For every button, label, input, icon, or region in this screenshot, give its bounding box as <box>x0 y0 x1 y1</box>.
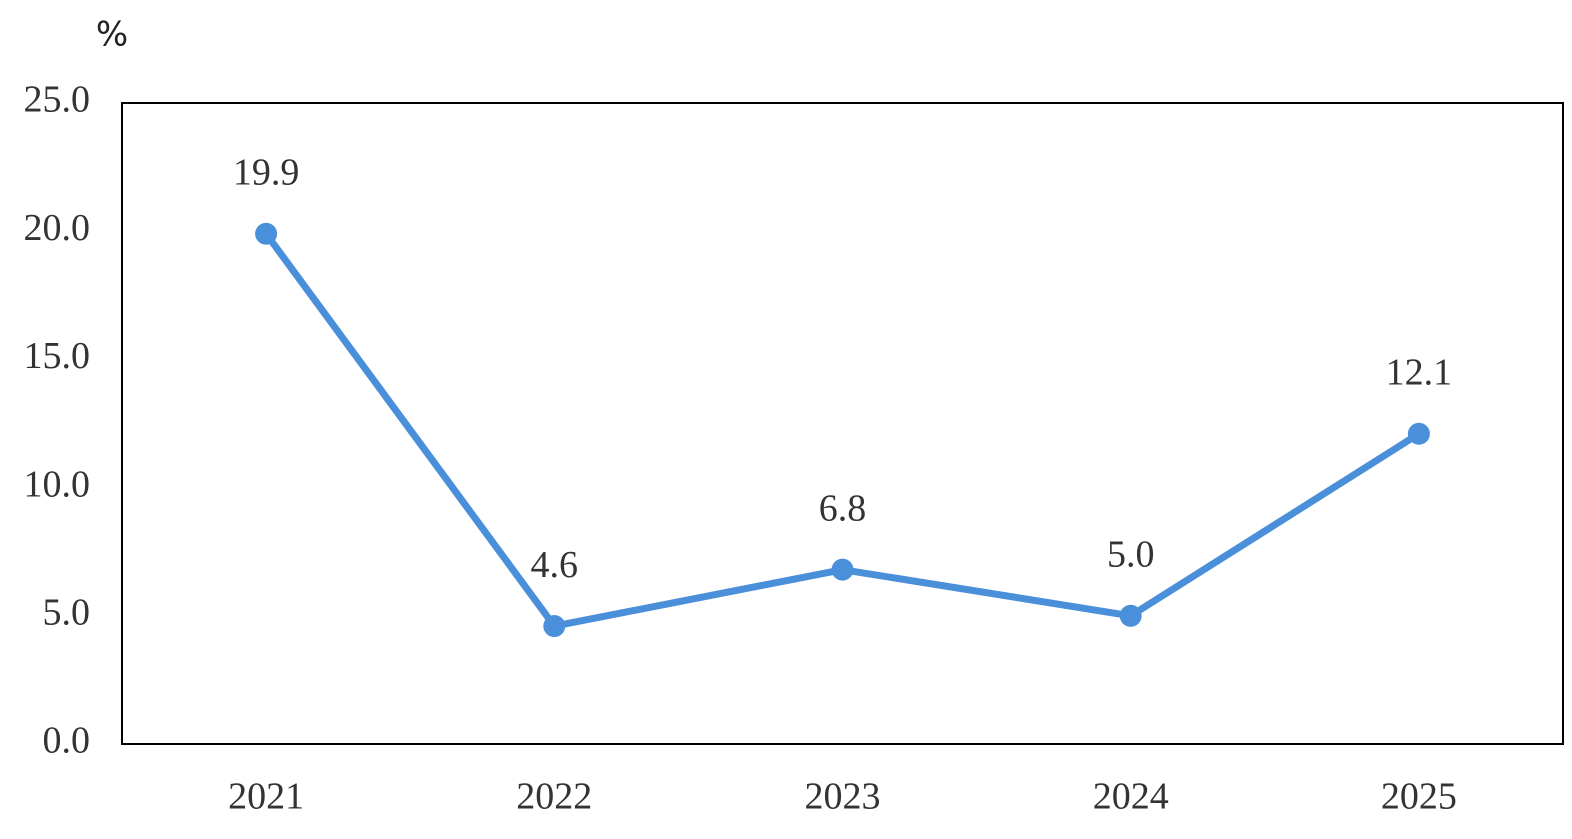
y-tick-label: 5.0 <box>43 592 91 634</box>
x-tick-label: 2023 <box>805 776 881 818</box>
y-tick-label: 15.0 <box>24 335 91 377</box>
plot-frame <box>121 102 1564 745</box>
data-label: 12.1 <box>1386 351 1453 393</box>
y-tick-label: 10.0 <box>24 463 91 505</box>
data-point <box>831 558 854 581</box>
data-label: 19.9 <box>233 151 300 193</box>
x-tick-label: 2021 <box>228 776 304 818</box>
x-tick-label: 2024 <box>1093 776 1169 818</box>
data-label: 5.0 <box>1107 534 1155 576</box>
y-axis-unit: % <box>96 15 128 55</box>
y-tick-label: 20.0 <box>24 207 91 249</box>
data-label: 4.6 <box>531 544 579 586</box>
data-point <box>543 615 566 638</box>
x-tick-label: 2025 <box>1381 776 1457 818</box>
data-point <box>255 222 278 245</box>
data-point <box>1407 422 1430 445</box>
data-label: 6.8 <box>819 487 867 529</box>
x-tick-label: 2022 <box>516 776 592 818</box>
data-point <box>1119 604 1142 627</box>
y-tick-label: 0.0 <box>43 720 91 762</box>
y-tick-label: 25.0 <box>24 79 91 121</box>
